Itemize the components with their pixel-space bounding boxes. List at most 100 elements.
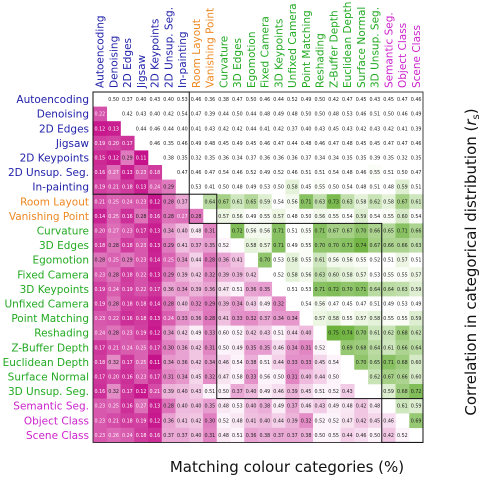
heatmap-cell bbox=[175, 238, 190, 253]
row-label: Vanishing Point bbox=[9, 211, 89, 223]
cell-value-label: 0.36 bbox=[246, 433, 257, 439]
cell-value-label: 0.32 bbox=[108, 360, 119, 366]
heatmap-cell bbox=[134, 398, 149, 414]
heatmap-cell bbox=[161, 208, 176, 224]
cell-value-label: 0.74 bbox=[356, 243, 367, 249]
cell-value-label: 0.49 bbox=[246, 185, 257, 191]
cell-value-label: 0.35 bbox=[177, 156, 188, 162]
heatmap-cell bbox=[148, 311, 163, 326]
heatmap-cell bbox=[258, 121, 273, 137]
column-label: Autoencoding bbox=[95, 15, 107, 88]
heatmap-cell bbox=[326, 223, 341, 239]
cell-value-label: 0.17 bbox=[122, 389, 133, 395]
heatmap-cell bbox=[93, 208, 108, 224]
cell-value-label: 0.35 bbox=[260, 287, 271, 293]
heatmap-cell bbox=[120, 165, 135, 180]
column-label: 2D Edges bbox=[122, 38, 134, 88]
cell-value-label: 0.50 bbox=[383, 112, 394, 118]
heatmap-cell bbox=[285, 194, 300, 210]
heatmap-cell bbox=[313, 267, 328, 283]
heatmap-cell bbox=[148, 398, 163, 414]
heatmap-cell bbox=[409, 150, 424, 166]
cell-value-label: 0.39 bbox=[218, 302, 229, 308]
cell-value-label: 0.40 bbox=[301, 126, 312, 132]
heatmap-cell bbox=[106, 325, 121, 341]
heatmap-cell bbox=[203, 150, 218, 166]
heatmap-cell bbox=[244, 384, 259, 399]
heatmap-cell bbox=[381, 369, 396, 385]
heatmap-cell bbox=[230, 150, 245, 166]
cell-value-label: 0.53 bbox=[191, 185, 202, 191]
row-label: Euclidean Depth bbox=[3, 357, 89, 369]
heatmap-cell bbox=[93, 340, 108, 356]
heatmap-cell bbox=[216, 369, 231, 385]
heatmap-cell bbox=[106, 311, 121, 326]
heatmap-cell bbox=[148, 281, 163, 297]
cell-value-label: 0.48 bbox=[328, 112, 339, 118]
heatmap-cell bbox=[134, 121, 149, 137]
heatmap-cell bbox=[354, 223, 369, 239]
cell-value-label: 0.43 bbox=[191, 389, 202, 395]
cell-value-label: 0.36 bbox=[218, 156, 229, 162]
heatmap-cell bbox=[299, 252, 314, 268]
cell-value-label: 0.49 bbox=[260, 170, 271, 176]
heatmap-cell bbox=[148, 194, 163, 210]
cell-value-label: 0.46 bbox=[287, 170, 298, 176]
heatmap-cell bbox=[381, 311, 396, 326]
cell-value-label: 0.43 bbox=[246, 302, 257, 308]
cell-value-label: 0.54 bbox=[301, 302, 312, 308]
heatmap-cell bbox=[258, 325, 273, 341]
heatmap-cell bbox=[271, 165, 286, 180]
cell-value-label: 0.47 bbox=[342, 97, 353, 103]
heatmap-cell bbox=[216, 92, 231, 107]
heatmap-cell bbox=[106, 281, 121, 297]
cell-value-label: 0.39 bbox=[411, 126, 422, 132]
column-label: Curvature bbox=[218, 36, 230, 88]
heatmap-cell bbox=[203, 223, 218, 239]
heatmap-cell bbox=[395, 165, 410, 180]
heatmap-cell bbox=[354, 398, 369, 414]
cell-value-label: 0.37 bbox=[177, 199, 188, 205]
cell-value-label: 0.55 bbox=[397, 272, 408, 278]
cell-value-label: 0.59 bbox=[383, 389, 394, 395]
cell-value-label: 0.38 bbox=[246, 360, 257, 366]
cell-value-label: 0.37 bbox=[301, 156, 312, 162]
cell-value-label: 0.11 bbox=[150, 360, 161, 366]
heatmap-cell bbox=[203, 179, 218, 195]
column-label: Vanishing Point bbox=[205, 8, 217, 88]
heatmap-cell bbox=[134, 267, 149, 283]
heatmap-cell bbox=[271, 427, 286, 443]
cell-value-label: 0.43 bbox=[260, 331, 271, 337]
heatmap-cell bbox=[120, 150, 135, 166]
cell-value-label: 0.47 bbox=[342, 418, 353, 424]
heatmap-cell bbox=[409, 106, 424, 122]
heatmap-cell bbox=[299, 427, 314, 443]
cell-value-label: 0.43 bbox=[136, 112, 147, 118]
heatmap-frame bbox=[92, 91, 424, 443]
cell-value-label: 0.23 bbox=[122, 229, 133, 235]
heatmap-cell bbox=[230, 135, 245, 151]
heatmap-cell bbox=[258, 354, 273, 370]
heatmap-cell bbox=[354, 296, 369, 312]
cell-value-label: 0.18 bbox=[122, 302, 133, 308]
heatmap-cell bbox=[244, 413, 259, 429]
cell-value-label: 0.37 bbox=[287, 433, 298, 439]
heatmap-cell bbox=[230, 194, 245, 210]
cell-value-label: 0.32 bbox=[246, 316, 257, 322]
heatmap-cell bbox=[93, 165, 108, 180]
cell-value-label: 0.42 bbox=[246, 272, 257, 278]
heatmap-cell bbox=[189, 413, 204, 429]
cell-value-label: 0.41 bbox=[232, 258, 243, 264]
cell-value-label: 0.18 bbox=[136, 302, 147, 308]
heatmap-cell bbox=[244, 106, 259, 122]
cell-value-label: 0.57 bbox=[260, 243, 271, 249]
cell-value-label: 0.32 bbox=[205, 375, 216, 381]
cell-value-label: 0.52 bbox=[273, 272, 284, 278]
heatmap-cell bbox=[381, 121, 396, 137]
cell-value-label: 0.51 bbox=[383, 258, 394, 264]
heatmap-cell bbox=[161, 369, 176, 385]
cell-value-label: 0.42 bbox=[177, 331, 188, 337]
cell-value-label: 0.58 bbox=[328, 316, 339, 322]
heatmap-cell bbox=[216, 384, 231, 399]
heatmap-cell bbox=[271, 179, 286, 195]
